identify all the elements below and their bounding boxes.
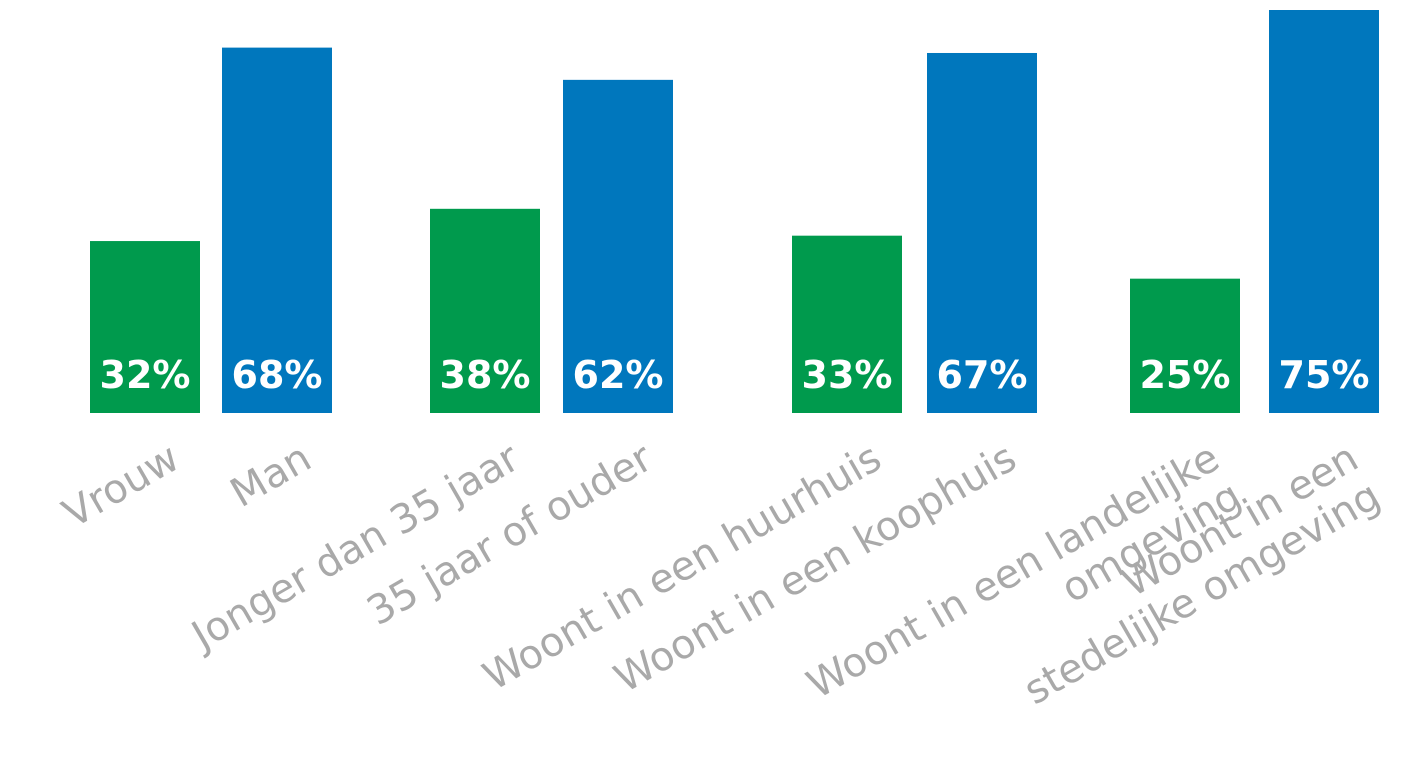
value-label-6: 25% — [1140, 353, 1231, 397]
category-label-1: Man — [223, 435, 319, 517]
value-labels-group: 32% 68% 38% 62% 33% 67% 25% 75% — [100, 353, 1370, 397]
value-label-7: 75% — [1279, 353, 1370, 397]
category-label-0: Vrouw — [55, 435, 187, 538]
value-label-0: 32% — [100, 353, 191, 397]
category-label-1-line-0: Man — [223, 435, 319, 517]
value-label-1: 68% — [232, 353, 323, 397]
category-label-0-line-0: Vrouw — [55, 435, 187, 538]
value-label-4: 33% — [802, 353, 893, 397]
value-label-2: 38% — [440, 353, 531, 397]
value-label-3: 62% — [573, 353, 664, 397]
value-label-5: 67% — [937, 353, 1028, 397]
